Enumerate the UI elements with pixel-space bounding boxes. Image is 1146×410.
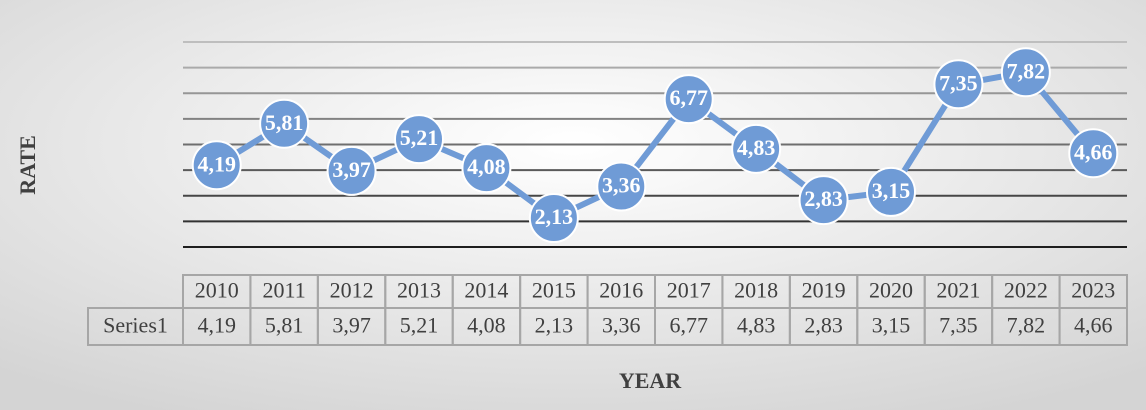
x-tick-label: 2013 — [397, 278, 441, 303]
x-tick-label: 2012 — [330, 278, 374, 303]
point — [461, 143, 512, 194]
table-value: 7,82 — [1007, 313, 1046, 338]
x-tick-label: 2010 — [195, 278, 239, 303]
data-label: 4,19 — [197, 151, 236, 176]
table-value: 7,35 — [939, 313, 978, 338]
point — [798, 175, 849, 226]
point — [528, 193, 579, 244]
table-value: 3,36 — [602, 313, 641, 338]
data-label: 7,82 — [1007, 58, 1046, 83]
x-tick-label: 2017 — [667, 278, 711, 303]
data-label: 4,66 — [1074, 139, 1113, 164]
data-label: 4,08 — [467, 154, 506, 179]
table-value: 4,83 — [737, 313, 776, 338]
legend-label: Series1 — [103, 313, 168, 338]
table-value: 4,66 — [1074, 313, 1113, 338]
data-label: 5,81 — [265, 110, 304, 135]
table-value: 4,08 — [467, 313, 506, 338]
point — [259, 98, 310, 149]
point — [326, 145, 377, 196]
point — [731, 123, 782, 174]
data-label: 2,13 — [535, 204, 574, 229]
point — [191, 140, 242, 191]
data-label: 2,83 — [804, 186, 843, 211]
table-value: 2,83 — [804, 313, 843, 338]
table-value: 5,81 — [265, 313, 304, 338]
point — [1000, 47, 1051, 98]
data-label: 5,21 — [400, 125, 439, 150]
x-axis-title: YEAR — [619, 368, 682, 393]
data-label: 4,83 — [737, 135, 776, 160]
point — [394, 114, 444, 165]
data-label: 7,35 — [939, 70, 978, 95]
point — [1068, 128, 1119, 179]
table-value: 2,13 — [535, 313, 574, 338]
data-label: 6,77 — [669, 85, 708, 110]
table-value: 6,77 — [669, 313, 708, 338]
x-tick-label: 2023 — [1071, 278, 1115, 303]
point — [933, 59, 984, 110]
data-label: 3,97 — [332, 157, 371, 182]
x-tick-label: 2021 — [936, 278, 980, 303]
point — [596, 161, 647, 212]
data-label: 3,36 — [602, 173, 641, 198]
x-tick-label: 2022 — [1004, 278, 1048, 303]
x-tick-label: 2014 — [464, 278, 508, 303]
x-tick-label: 2020 — [869, 278, 913, 303]
table-value: 5,21 — [400, 313, 439, 338]
x-tick-label: 2016 — [599, 278, 643, 303]
x-tick-label: 2011 — [263, 278, 306, 303]
x-tick-label: 2015 — [532, 278, 576, 303]
y-axis-title: RATE — [15, 135, 40, 195]
x-tick-label: 2018 — [734, 278, 778, 303]
point — [866, 166, 916, 217]
data-label: 3,15 — [872, 178, 911, 203]
table-value: 3,97 — [332, 313, 371, 338]
point — [663, 74, 714, 125]
table-value: 4,19 — [197, 313, 236, 338]
table-cell — [1058, 307, 1128, 346]
x-tick-label: 2019 — [802, 278, 846, 303]
table-value: 3,15 — [872, 313, 911, 338]
